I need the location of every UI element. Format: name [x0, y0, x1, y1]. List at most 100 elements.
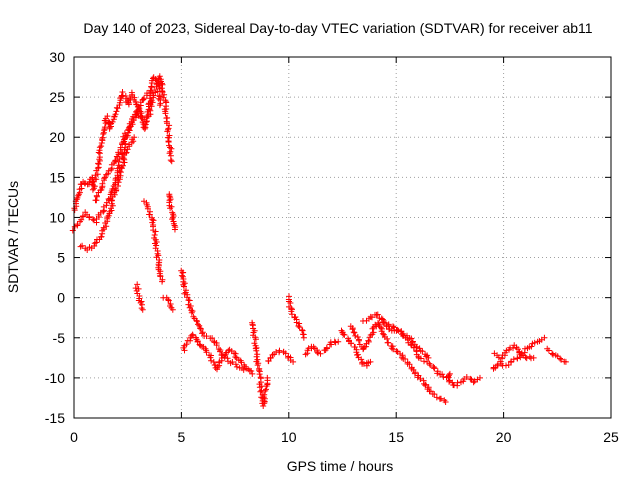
data-point [117, 144, 124, 151]
data-point [264, 374, 271, 381]
data-point [402, 356, 409, 362]
data-point [282, 350, 289, 357]
data-point [81, 180, 88, 187]
data-point [541, 334, 548, 341]
axis-ticks [73, 56, 612, 419]
data-point [454, 379, 461, 386]
data-point [317, 350, 324, 357]
data-point [374, 311, 381, 318]
data-point [133, 108, 139, 115]
data-point [79, 242, 86, 249]
data-point [528, 343, 535, 350]
data-point [208, 357, 215, 364]
data-point [112, 157, 119, 164]
data-point [354, 334, 361, 340]
data-point [252, 336, 259, 343]
data-point [167, 205, 174, 212]
data-point [248, 368, 255, 374]
data-point [112, 111, 119, 118]
data-point [98, 143, 105, 150]
data-point [431, 391, 438, 398]
data-point [113, 104, 120, 111]
data-point [91, 240, 98, 247]
data-point [203, 349, 210, 356]
data-point [89, 186, 96, 193]
data-point [91, 243, 98, 249]
data-point [99, 180, 106, 187]
data-point [276, 347, 283, 354]
data-point [362, 343, 369, 350]
x-tick-label: 5 [178, 429, 186, 445]
data-point [213, 342, 220, 349]
data-point [421, 358, 427, 365]
data-point [516, 351, 523, 358]
data-point [147, 98, 154, 105]
data-point [115, 183, 121, 189]
data-point [300, 334, 307, 341]
data-point [379, 330, 386, 337]
data-point [167, 148, 174, 155]
data-point [229, 359, 236, 365]
data-point [351, 329, 358, 336]
data-point [411, 370, 418, 377]
data-point [199, 329, 206, 336]
data-point [77, 243, 84, 250]
data-point [103, 223, 110, 230]
y-axis-label: SDTVAR / TECUs [5, 181, 21, 293]
data-point [197, 325, 203, 332]
data-point [99, 136, 106, 143]
data-point [341, 331, 348, 338]
data-point [166, 122, 173, 129]
data-point [210, 359, 217, 365]
data-point [256, 367, 262, 374]
data-point [139, 306, 146, 313]
y-tick-label: 10 [49, 209, 65, 225]
data-point [499, 355, 505, 362]
data-point [390, 346, 397, 353]
data-point [433, 394, 440, 401]
data-point [256, 371, 263, 378]
data-point [131, 111, 138, 118]
data-point [398, 354, 405, 361]
data-point [422, 382, 429, 389]
data-point [350, 329, 357, 336]
x-tick-label: 10 [281, 429, 297, 445]
data-point [98, 233, 105, 240]
data-point [355, 337, 362, 344]
data-point [379, 319, 386, 326]
plot-frame [73, 56, 612, 419]
data-point [446, 378, 453, 385]
data-point [358, 356, 365, 363]
data-point [370, 329, 377, 336]
data-point [132, 285, 139, 292]
data-point [495, 354, 502, 361]
x-axis-label: GPS time / hours [287, 458, 394, 474]
data-point [114, 177, 121, 184]
data-point [419, 348, 426, 355]
data-point [467, 375, 474, 382]
data-point [390, 323, 396, 330]
data-point [446, 370, 453, 377]
x-tick-label: 20 [496, 429, 512, 445]
data-point [181, 283, 187, 290]
data-point [156, 73, 163, 80]
data-point [207, 354, 214, 361]
data-points [69, 73, 569, 409]
data-point [114, 105, 121, 112]
data-point [409, 338, 416, 345]
data-point [503, 347, 510, 354]
data-point [167, 157, 174, 164]
data-point [102, 115, 109, 122]
data-point [120, 133, 127, 140]
data-point [146, 211, 153, 218]
data-point [394, 326, 401, 333]
data-point [557, 355, 563, 362]
data-point [195, 321, 201, 328]
data-point [385, 339, 392, 346]
data-point [290, 358, 297, 365]
data-point [198, 325, 204, 332]
data-point [148, 83, 155, 90]
data-point [169, 306, 176, 313]
y-tick-label: 15 [49, 169, 65, 185]
